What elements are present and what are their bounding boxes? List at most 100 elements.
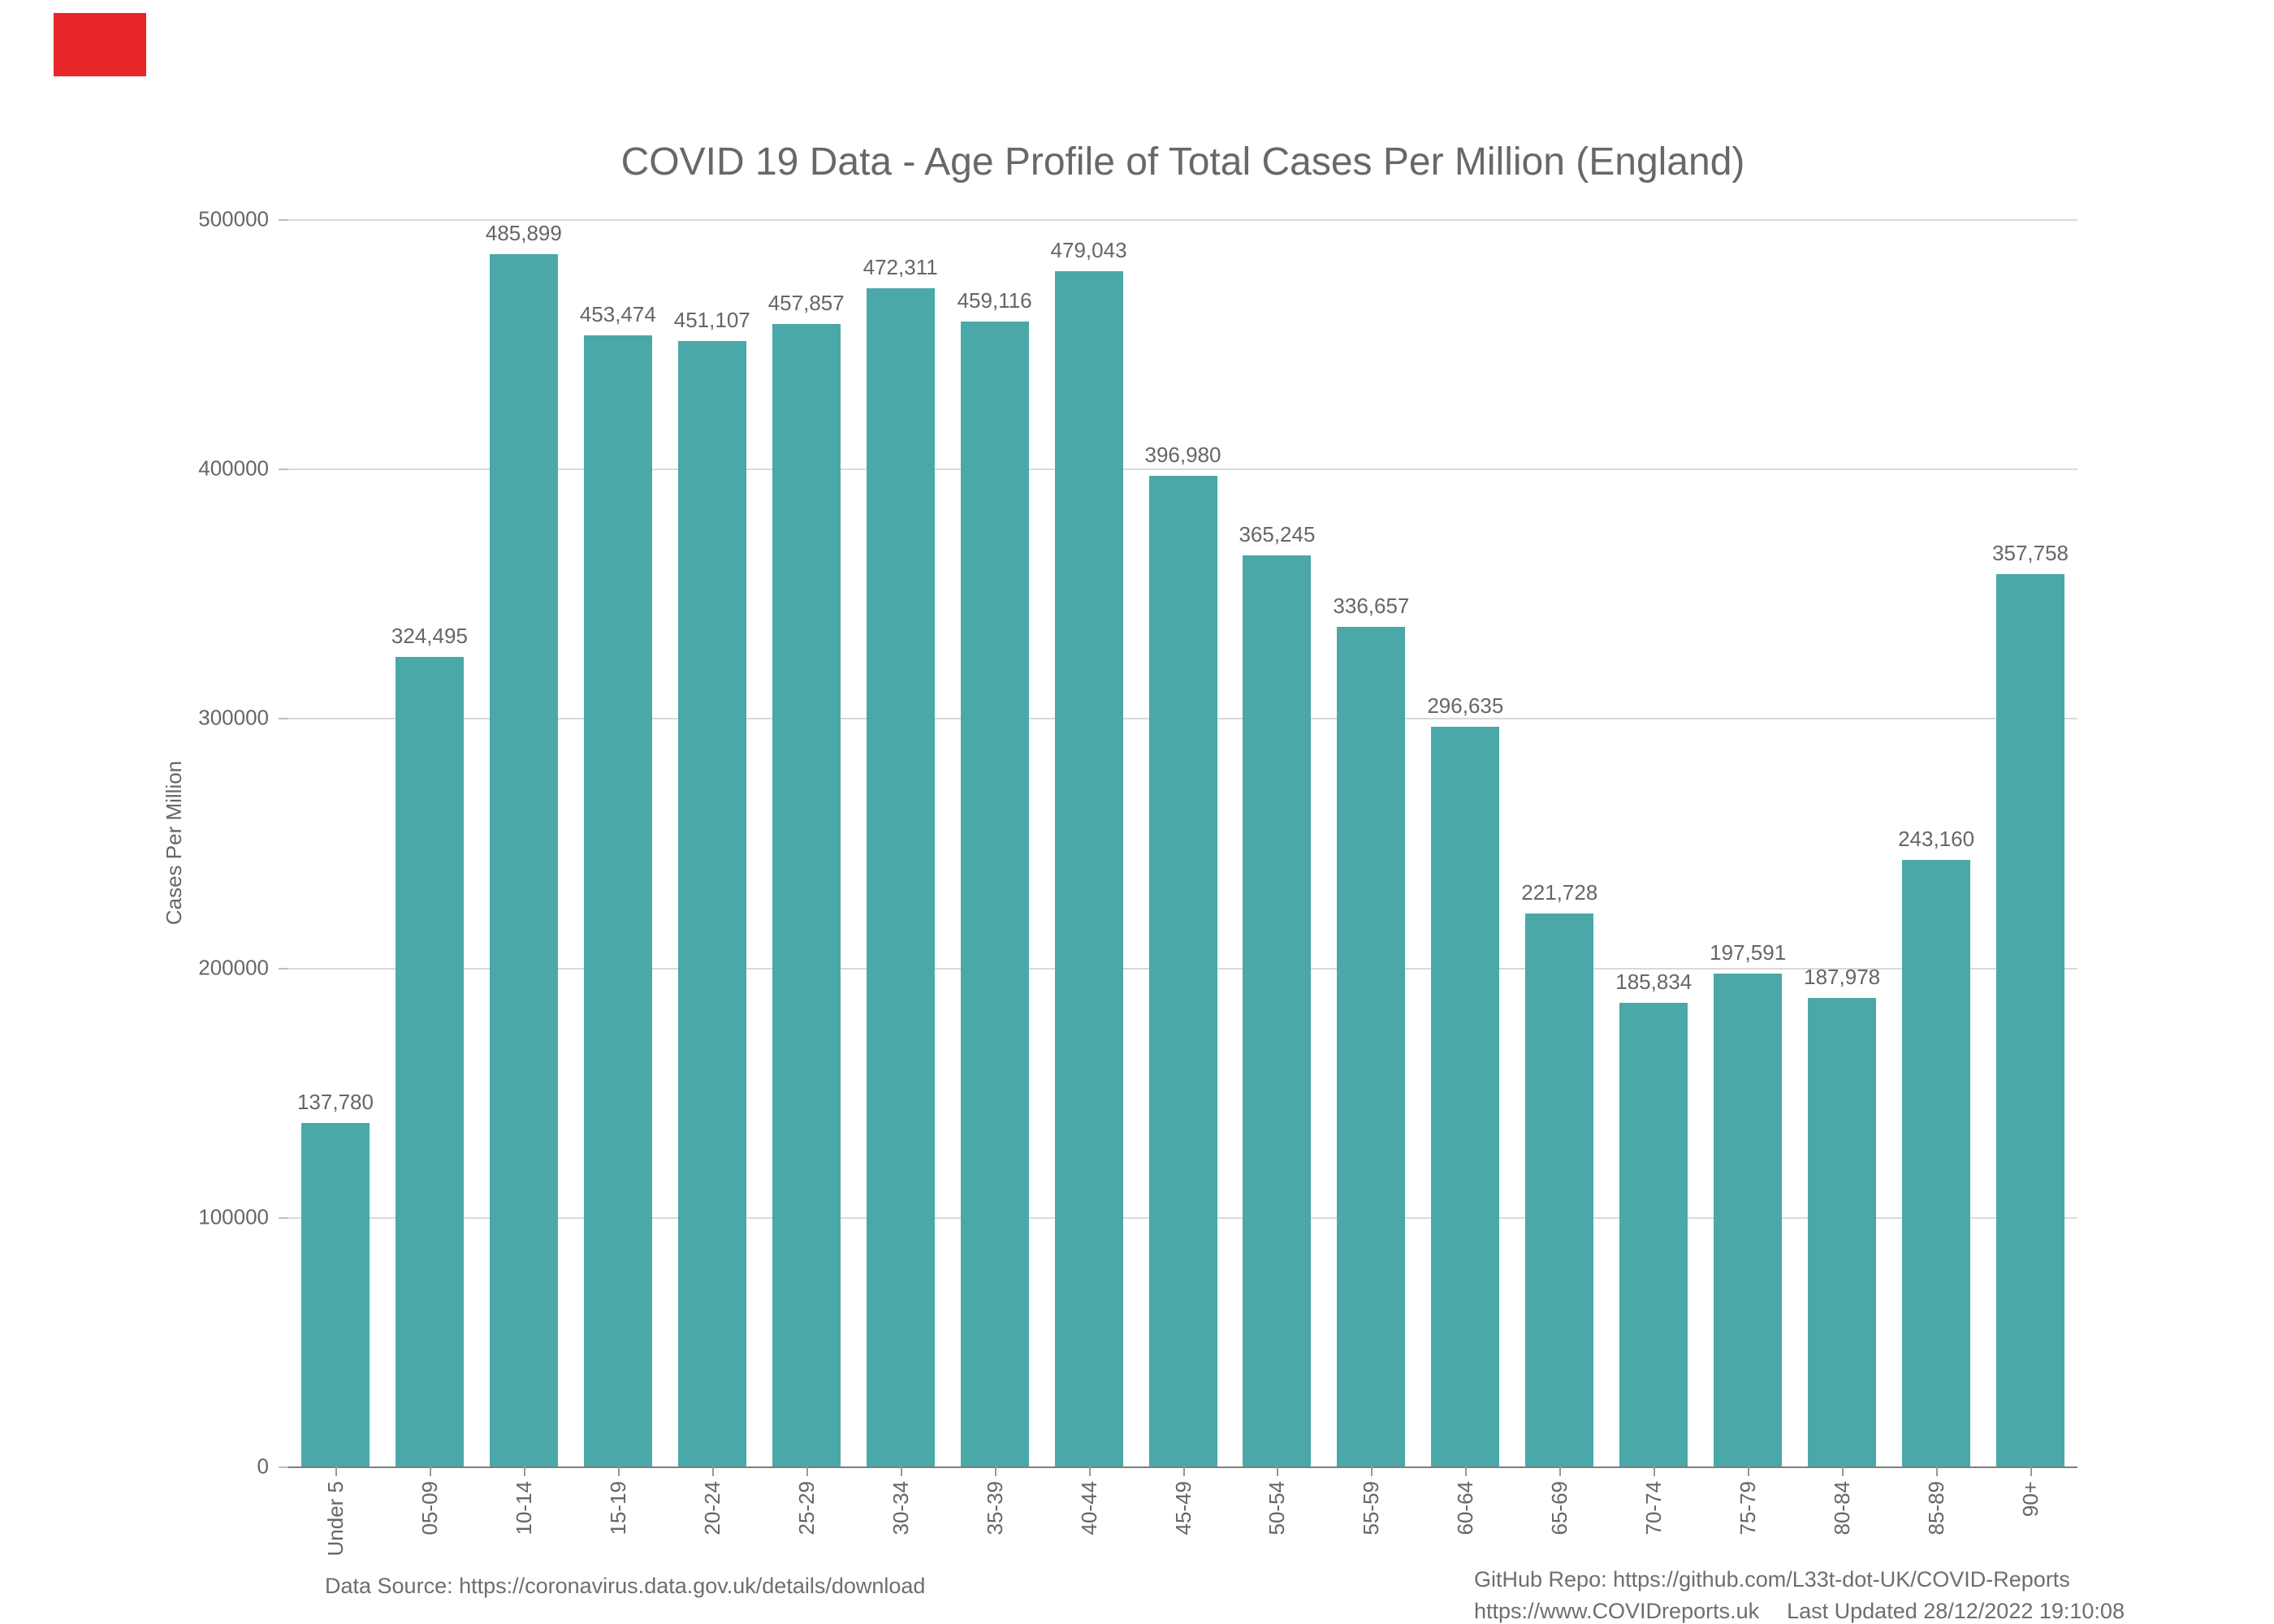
bar xyxy=(395,657,464,1466)
data-source-note: Data Source: https://coronavirus.data.go… xyxy=(325,1574,926,1598)
website-url: https://www.COVIDreports.uk xyxy=(1474,1599,1760,1623)
x-tick-label: 55-59 xyxy=(1359,1481,1384,1535)
bar xyxy=(1054,271,1123,1466)
x-tick-label: 30-34 xyxy=(888,1481,913,1535)
bar-value-label: 396,980 xyxy=(1144,443,1221,468)
x-tick-label: 65-69 xyxy=(1547,1481,1572,1535)
bar-value-label: 336,657 xyxy=(1333,593,1410,618)
bar xyxy=(1996,573,2065,1466)
x-tick-label: Under 5 xyxy=(322,1481,348,1557)
x-tick-mark xyxy=(1654,1466,1656,1476)
gridline xyxy=(288,469,2077,471)
plot-area: 0 100000 200000 300000 400000 500000 137,780 Un… xyxy=(198,207,2077,1557)
x-tick-label: 20-24 xyxy=(699,1481,724,1535)
x-tick-mark xyxy=(1371,1466,1373,1476)
bar xyxy=(677,341,746,1466)
bar-value-label: 221,728 xyxy=(1521,879,1598,905)
footer-attribution: GitHub Repo: https://github.com/L33t-dot… xyxy=(1474,1564,2125,1624)
y-tick-mark xyxy=(279,1216,288,1219)
bar xyxy=(866,288,935,1466)
bar-value-label: 197,591 xyxy=(1710,940,1787,965)
y-tick-label: 200000 xyxy=(198,955,269,980)
bar xyxy=(1902,860,1971,1466)
x-tick-mark xyxy=(523,1466,525,1476)
x-tick-mark xyxy=(994,1466,996,1476)
bar xyxy=(1243,555,1312,1466)
x-tick-mark xyxy=(2030,1466,2033,1476)
x-tick-mark xyxy=(429,1466,431,1476)
x-tick-mark xyxy=(1182,1466,1185,1476)
bar-value-label: 137,780 xyxy=(296,1089,374,1114)
y-tick-label: 0 xyxy=(257,1453,269,1479)
bar xyxy=(583,335,652,1466)
y-tick-mark xyxy=(279,967,288,970)
bar xyxy=(1714,974,1783,1466)
x-tick-label: 15-19 xyxy=(605,1481,630,1535)
bar-value-label: 243,160 xyxy=(1898,827,1975,852)
bar xyxy=(300,1122,370,1466)
x-tick-mark xyxy=(711,1466,714,1476)
x-tick-mark xyxy=(1842,1466,1844,1476)
bar xyxy=(1808,997,1877,1466)
y-axis-title: Cases Per Million xyxy=(162,760,186,926)
bar-value-label: 187,978 xyxy=(1804,964,1881,989)
x-tick-mark xyxy=(1559,1466,1562,1476)
y-tick-mark xyxy=(279,718,288,720)
y-tick-mark xyxy=(279,469,288,471)
bar xyxy=(1431,726,1500,1466)
x-tick-mark xyxy=(335,1466,337,1476)
bar xyxy=(1525,913,1594,1466)
bar xyxy=(1337,626,1406,1466)
bar xyxy=(1148,476,1217,1466)
bar-value-label: 357,758 xyxy=(1992,540,2069,565)
bar-value-label: 365,245 xyxy=(1239,521,1316,546)
x-tick-mark xyxy=(1748,1466,1750,1476)
x-tick-label: 75-79 xyxy=(1736,1481,1761,1535)
y-tick-mark xyxy=(279,1466,288,1468)
x-tick-mark xyxy=(806,1466,808,1476)
x-tick-label: 50-54 xyxy=(1265,1481,1290,1535)
gridline xyxy=(288,219,2077,221)
y-tick-mark xyxy=(279,219,288,221)
bar-value-label: 453,474 xyxy=(579,301,656,326)
y-tick-label: 400000 xyxy=(198,456,269,481)
x-tick-label: 60-64 xyxy=(1453,1481,1478,1535)
x-tick-label: 80-84 xyxy=(1830,1481,1855,1535)
bar-value-label: 485,899 xyxy=(485,221,562,246)
bar-value-label: 296,635 xyxy=(1427,693,1504,718)
x-tick-label: 40-44 xyxy=(1076,1481,1101,1535)
bar-value-label: 459,116 xyxy=(957,287,1032,313)
y-tick-label: 500000 xyxy=(198,206,269,231)
x-tick-mark xyxy=(1936,1466,1939,1476)
bar-value-label: 451,107 xyxy=(673,308,750,333)
x-tick-label: 85-89 xyxy=(1924,1481,1949,1535)
x-tick-label: 35-39 xyxy=(982,1481,1007,1535)
chart-title: COVID 19 Data - Age Profile of Total Cas… xyxy=(620,140,1745,184)
x-tick-label: 90+ xyxy=(2018,1481,2043,1518)
bar xyxy=(960,321,1029,1466)
y-tick-label: 100000 xyxy=(198,1204,269,1229)
bar-value-label: 185,834 xyxy=(1615,970,1693,995)
y-tick-label: 300000 xyxy=(198,705,269,730)
x-tick-mark xyxy=(1465,1466,1468,1476)
x-tick-mark xyxy=(617,1466,620,1476)
x-tick-label: 25-29 xyxy=(793,1481,819,1535)
bar-value-label: 457,857 xyxy=(767,291,845,316)
x-tick-label: 10-14 xyxy=(511,1481,536,1535)
github-repo-note: GitHub Repo: https://github.com/L33t-dot… xyxy=(1474,1567,2070,1592)
bar xyxy=(1619,1003,1688,1466)
last-updated: Last Updated 28/12/2022 19:10:08 xyxy=(1787,1599,2125,1623)
x-tick-mark xyxy=(1088,1466,1091,1476)
bar-value-label: 324,495 xyxy=(391,624,468,649)
bar-value-label: 472,311 xyxy=(862,255,938,280)
x-tick-label: 70-74 xyxy=(1641,1481,1667,1535)
x-tick-label: 45-49 xyxy=(1170,1481,1195,1535)
x-tick-mark xyxy=(900,1466,902,1476)
x-tick-mark xyxy=(1277,1466,1279,1476)
bar xyxy=(489,254,558,1466)
website-updated-note: https://www.COVIDreports.uk Last Updated … xyxy=(1474,1596,2125,1624)
bar xyxy=(772,324,841,1466)
recording-indicator xyxy=(54,13,146,76)
bar-value-label: 479,043 xyxy=(1050,238,1127,263)
